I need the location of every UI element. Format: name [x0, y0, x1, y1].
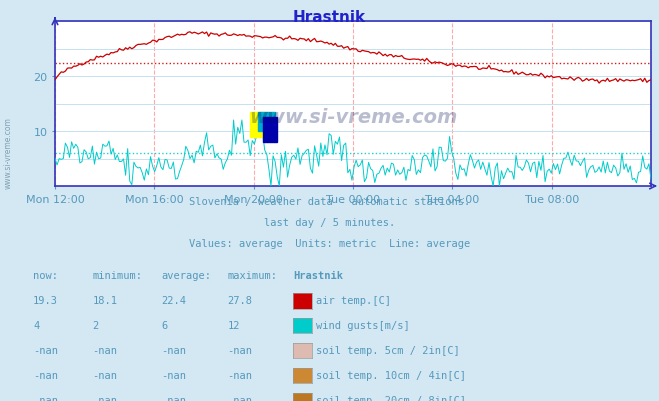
Text: air temp.[C]: air temp.[C]: [316, 296, 391, 306]
Text: wind gusts[m/s]: wind gusts[m/s]: [316, 320, 410, 330]
Text: 19.3: 19.3: [33, 296, 58, 306]
Text: Slovenia / weather data - automatic stations.: Slovenia / weather data - automatic stat…: [189, 196, 470, 207]
Text: Values: average  Units: metric  Line: average: Values: average Units: metric Line: aver…: [189, 238, 470, 248]
Text: soil temp. 5cm / 2in[C]: soil temp. 5cm / 2in[C]: [316, 345, 460, 355]
Text: 27.8: 27.8: [227, 296, 252, 306]
Bar: [258, 112, 275, 132]
Text: soil temp. 10cm / 4in[C]: soil temp. 10cm / 4in[C]: [316, 370, 467, 380]
Text: 2: 2: [92, 320, 98, 330]
Text: average:: average:: [161, 271, 212, 281]
Text: now:: now:: [33, 271, 58, 281]
Text: 4: 4: [33, 320, 39, 330]
Text: Hrastnik: Hrastnik: [293, 271, 343, 281]
Text: www.si-vreme.com: www.si-vreme.com: [4, 117, 13, 188]
Text: -nan: -nan: [227, 345, 252, 355]
Text: Hrastnik: Hrastnik: [293, 10, 366, 25]
Text: -nan: -nan: [92, 370, 117, 380]
Text: 12: 12: [227, 320, 240, 330]
Text: -nan: -nan: [33, 395, 58, 401]
Text: -nan: -nan: [33, 370, 58, 380]
Text: 6: 6: [161, 320, 167, 330]
Text: -nan: -nan: [161, 395, 186, 401]
Text: -nan: -nan: [161, 345, 186, 355]
Text: -nan: -nan: [227, 395, 252, 401]
Text: -nan: -nan: [92, 395, 117, 401]
Bar: [250, 112, 267, 137]
Text: -nan: -nan: [33, 345, 58, 355]
Text: last day / 5 minutes.: last day / 5 minutes.: [264, 217, 395, 227]
Text: 22.4: 22.4: [161, 296, 186, 306]
Bar: [263, 118, 277, 143]
Text: maximum:: maximum:: [227, 271, 277, 281]
Text: -nan: -nan: [227, 370, 252, 380]
Text: minimum:: minimum:: [92, 271, 142, 281]
Text: -nan: -nan: [161, 370, 186, 380]
Text: soil temp. 20cm / 8in[C]: soil temp. 20cm / 8in[C]: [316, 395, 467, 401]
Text: -nan: -nan: [92, 345, 117, 355]
Text: 18.1: 18.1: [92, 296, 117, 306]
Text: www.si-vreme.com: www.si-vreme.com: [249, 108, 457, 127]
